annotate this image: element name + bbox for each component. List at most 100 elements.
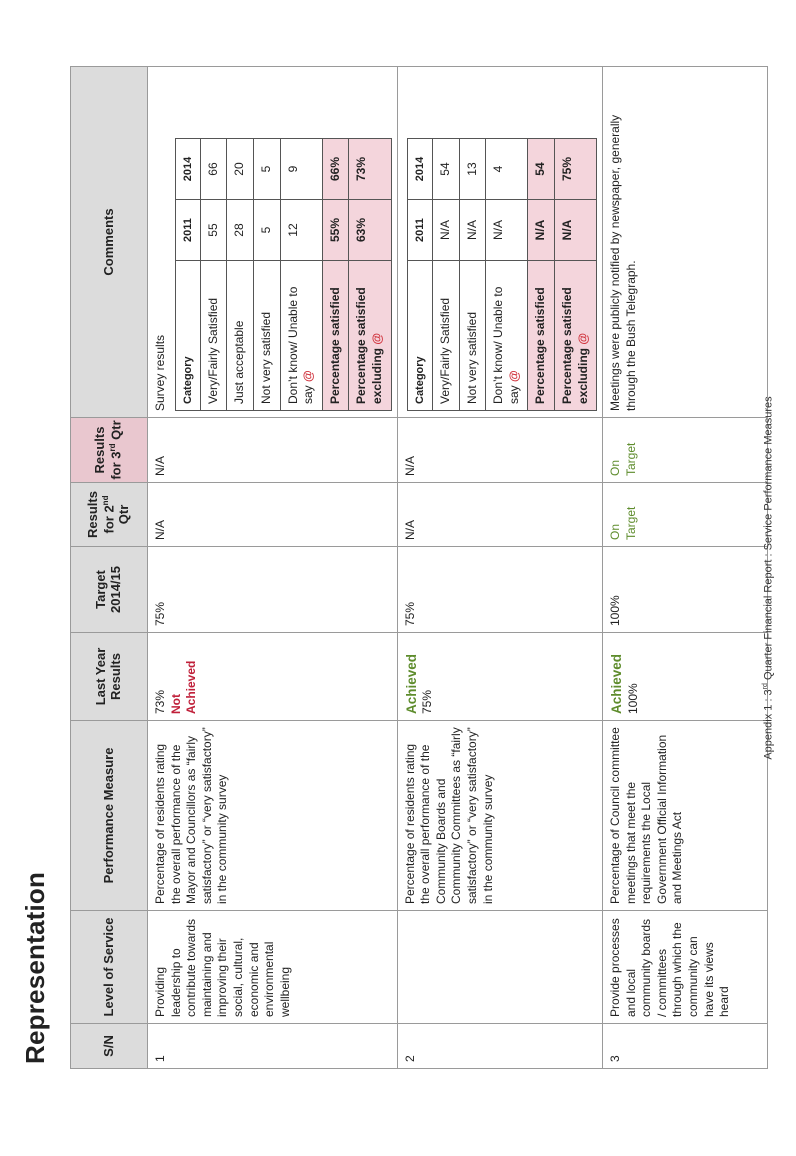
survey-value-2014: 54	[527, 138, 555, 200]
cell-q3: N/A	[147, 417, 398, 483]
cell-q2: On Target	[602, 482, 768, 547]
cell-measure: Percentage of residents rating the overa…	[147, 720, 398, 911]
survey-category: Don’t know/ Unable to say @	[280, 260, 323, 411]
at-icon: @	[575, 332, 590, 345]
survey-category: Percentage satisfied	[322, 260, 349, 411]
status-achieved: Achieved	[609, 653, 625, 714]
survey-value-2014: 54	[432, 138, 460, 200]
cell-sn: 2	[397, 1023, 603, 1069]
survey-header-2011: 2011	[407, 199, 433, 261]
survey-category: Percentage satisfied	[527, 260, 555, 411]
survey-value-2014: 73%	[348, 138, 392, 200]
survey-highlight-row: Percentage satisfied N/A 54	[527, 138, 555, 411]
survey-header-category: Category	[407, 260, 433, 411]
performance-table: S/N Level of Service Performance Measure…	[70, 66, 768, 1069]
header-results-q3: Results for 3rd Qtr	[70, 417, 148, 483]
header-sn: S/N	[70, 1023, 148, 1069]
page-heading: Representation	[20, 871, 50, 1064]
survey-row: Very/Fairly Satisfied 55 66	[200, 138, 227, 411]
cell-last-year: 73% Not Achieved	[147, 632, 398, 721]
survey-header-category: Category	[175, 260, 201, 411]
survey-table: Category 2011 2014 Very/Fairly Satisfied…	[175, 138, 392, 411]
header-q2-post: Qtr	[116, 504, 132, 525]
survey-value-2014: 66	[200, 138, 227, 200]
survey-highlight-row: Percentage satisfied 55% 66%	[322, 138, 349, 411]
page-footer: Appendix 1 : 3rd Quarter Financial Repor…	[762, 0, 775, 1156]
last-year-value: 75%	[420, 689, 435, 714]
header-q2-sup: nd	[100, 495, 110, 506]
cell-q3: N/A	[397, 417, 603, 483]
header-results-q2: Results for 2nd Qtr	[70, 482, 148, 547]
survey-value-2014: 5	[253, 138, 281, 200]
survey-category: Very/Fairly Satisfied	[432, 260, 460, 411]
header-last-year-results: Last Year Results	[70, 632, 148, 721]
cell-sn: 3	[602, 1023, 768, 1069]
survey-row: Very/Fairly Satisfied N/A 54	[432, 138, 460, 411]
last-year-value: 73%	[153, 689, 167, 714]
at-icon: @	[301, 370, 316, 382]
survey-category-text: Don’t know/ Unable to say	[285, 286, 316, 404]
survey-row: Not very satisfied N/A 13	[459, 138, 486, 411]
table-header-row: S/N Level of Service Performance Measure…	[70, 66, 148, 1069]
at-icon: @	[506, 370, 521, 382]
table-row: 3 Provide processes and local community …	[602, 66, 768, 1069]
header-target: Target 2014/15	[70, 546, 148, 633]
cell-last-year: Achieved 100%	[602, 632, 768, 721]
survey-table: Category 2011 2014 Very/Fairly Satisfied…	[407, 138, 597, 411]
cell-level: Provide processes and local community bo…	[602, 910, 768, 1024]
cell-comments: Meetings were publicly notified by newsp…	[602, 66, 768, 418]
survey-value-2011: 5	[253, 199, 281, 261]
survey-category-text: Percentage satisfied excluding	[559, 287, 590, 404]
comment-intro: Survey results	[153, 334, 167, 411]
survey-value-2011: N/A	[485, 199, 528, 261]
cell-q3: On Target	[602, 417, 768, 483]
survey-value-2011: 28	[226, 199, 254, 261]
header-comments: Comments	[70, 66, 148, 418]
footer-text: Appendix 1 : 3	[762, 689, 775, 760]
survey-header-row: Category 2011 2014	[175, 138, 201, 411]
survey-value-2014: 20	[226, 138, 254, 200]
cell-q2: N/A	[397, 482, 603, 547]
cell-q2: N/A	[147, 482, 398, 547]
table-row: 1 Providing leadership to contribute tow…	[147, 66, 398, 1069]
survey-row: Not very satisfied 5 5	[253, 138, 281, 411]
header-q3-sup: rd	[108, 443, 118, 452]
survey-value-2011: N/A	[527, 199, 555, 261]
survey-row: Don’t know/ Unable to say @ 12 9	[280, 138, 323, 411]
survey-category-text: Don’t know/ Unable to say	[491, 286, 521, 404]
cell-last-year: Achieved 75%	[397, 632, 603, 721]
cell-sn: 1	[147, 1023, 398, 1069]
survey-header-2014: 2014	[175, 138, 201, 200]
survey-category: Just acceptable	[226, 260, 254, 411]
survey-value-2014: 13	[459, 138, 486, 200]
survey-header-2011: 2011	[175, 199, 201, 261]
survey-value-2011: 55%	[322, 199, 349, 261]
cell-measure: Percentage of residents rating the overa…	[397, 720, 603, 911]
footer-text-rest: Quarter Financial Report : Service Perfo…	[762, 396, 775, 684]
cell-level: Providing leadership to contribute towar…	[147, 910, 398, 1024]
survey-category: Percentage satisfied excluding @	[554, 260, 597, 411]
table-row: 2 Percentage of residents rating the ove…	[397, 66, 603, 1069]
header-level-of-service: Level of Service	[70, 910, 148, 1024]
status-achieved: Achieved	[403, 653, 419, 714]
status-not-achieved: Not Achieved	[168, 660, 199, 714]
survey-value-2011: 63%	[348, 199, 392, 261]
cell-measure: Percentage of Council committee meetings…	[602, 720, 768, 911]
last-year-value: 100%	[625, 683, 640, 714]
header-q3-post: Qtr	[108, 420, 124, 444]
survey-value-2011: 12	[280, 199, 323, 261]
footer-sup: rd	[762, 683, 769, 690]
survey-value-2011: N/A	[554, 199, 597, 261]
cell-target: 100%	[602, 546, 768, 633]
survey-header-2014: 2014	[407, 138, 433, 200]
survey-category: Not very satisfied	[253, 260, 281, 411]
header-performance-measure: Performance Measure	[70, 720, 148, 911]
survey-value-2014: 75%	[554, 138, 597, 200]
survey-category: Very/Fairly Satisfied	[200, 260, 227, 411]
survey-row: Don’t know/ Unable to say @ N/A 4	[485, 138, 528, 411]
survey-value-2014: 66%	[322, 138, 349, 200]
cell-comments: Category 2011 2014 Very/Fairly Satisfied…	[397, 66, 603, 418]
survey-row: Just acceptable 28 20	[226, 138, 254, 411]
survey-header-row: Category 2011 2014	[407, 138, 433, 411]
survey-value-2011: N/A	[459, 199, 486, 261]
